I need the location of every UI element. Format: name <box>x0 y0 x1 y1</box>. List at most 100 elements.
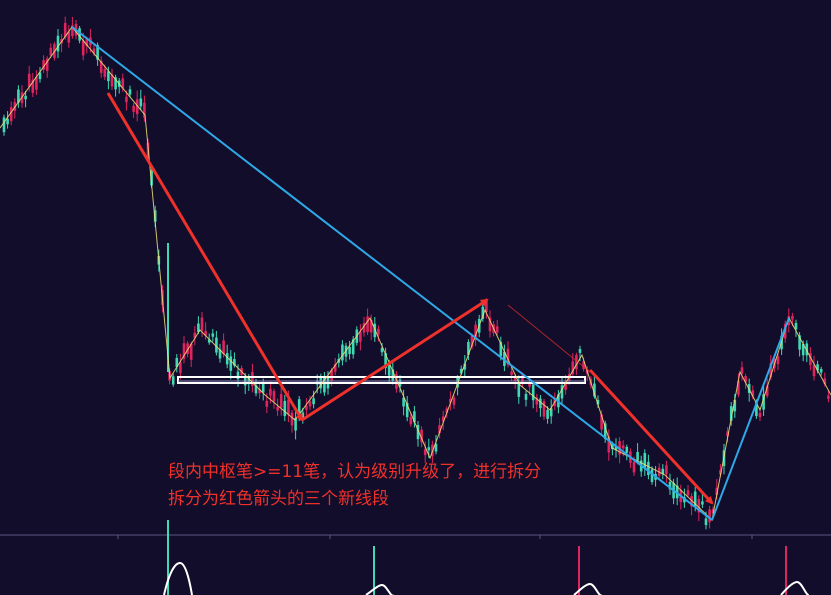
candle-body <box>35 76 38 90</box>
stroke-polyline <box>0 26 831 521</box>
candle-body <box>420 429 423 443</box>
candle-body <box>758 412 762 418</box>
candle-body <box>726 431 729 437</box>
candle-body <box>409 417 413 425</box>
candle-body <box>139 98 143 107</box>
segment-lines <box>71 26 790 521</box>
candle-body <box>697 498 701 513</box>
candle-body <box>128 89 132 95</box>
candle-body <box>665 465 668 475</box>
candle-body <box>330 370 333 381</box>
faint-arrow <box>507 304 591 373</box>
candle-body <box>481 306 485 319</box>
candle-body <box>233 359 236 366</box>
candle-body <box>517 382 521 397</box>
candle-body <box>218 349 222 359</box>
candle-body <box>38 72 42 80</box>
candle-body <box>305 405 308 410</box>
candle-body <box>769 363 773 378</box>
candle-body <box>312 398 315 405</box>
candle-body <box>650 469 654 483</box>
candle-body <box>269 388 272 396</box>
candle-body <box>603 423 607 440</box>
candle-body <box>495 326 499 333</box>
candle-body <box>791 315 794 320</box>
candle-body <box>423 449 427 456</box>
candle-body <box>452 397 456 405</box>
candle-body <box>578 349 582 353</box>
candle-body <box>607 436 611 453</box>
candle-body <box>560 385 564 399</box>
candle-body <box>621 445 625 449</box>
candle-body <box>222 340 225 355</box>
split-arrows <box>106 92 714 505</box>
candle-body <box>6 118 9 125</box>
indicator-hump <box>163 561 193 595</box>
candle-body <box>81 40 85 56</box>
candle-body <box>85 39 89 47</box>
split-arrow <box>588 368 714 505</box>
candle-body <box>513 376 517 381</box>
candle-body <box>359 332 362 342</box>
pivot-zone <box>177 376 586 384</box>
candle-body <box>625 446 629 453</box>
candle-body <box>405 403 409 418</box>
candle-body <box>27 73 31 87</box>
candle-body <box>279 394 283 408</box>
candle-body <box>125 96 128 103</box>
candle-body <box>740 367 744 374</box>
candle-body <box>333 364 337 372</box>
pivot-box <box>177 376 586 384</box>
candle-body <box>737 380 740 395</box>
candle-body <box>449 398 452 403</box>
annotation-line-2: 拆分为红色箭头的三个新线段 <box>168 489 389 509</box>
segment-line <box>711 317 790 521</box>
candle-body <box>701 501 704 505</box>
candle-body <box>690 496 693 507</box>
candle-body <box>575 354 578 370</box>
candle-body <box>45 58 49 71</box>
candle-body <box>571 361 575 375</box>
indicator-panel <box>0 520 831 595</box>
candle-body <box>261 382 265 393</box>
candle-body <box>546 409 549 419</box>
candle-body <box>189 343 193 360</box>
segment-line <box>71 26 713 521</box>
candle-body <box>99 61 103 73</box>
stroke-lines <box>0 26 831 521</box>
candle-body <box>377 328 380 335</box>
candle-body <box>762 394 765 410</box>
candle-body <box>668 481 672 490</box>
candle-body <box>96 44 99 60</box>
candle-body <box>801 344 805 356</box>
candle-body <box>643 453 647 469</box>
split-arrow <box>301 298 489 422</box>
candle-body <box>744 376 747 383</box>
candle-body <box>647 461 650 476</box>
indicator-hump <box>780 580 810 595</box>
candle-body <box>827 395 830 399</box>
candle-body <box>258 389 261 394</box>
candle-body <box>211 333 215 337</box>
candle-body <box>614 445 618 450</box>
candle-body <box>150 170 153 186</box>
candle-body <box>823 378 827 385</box>
candle-body <box>67 31 71 43</box>
candle-body <box>542 401 546 417</box>
candle-body <box>121 78 125 89</box>
candle-body <box>135 99 139 115</box>
candle-body <box>380 347 384 353</box>
candle-body <box>413 411 416 423</box>
candle-body <box>776 356 780 365</box>
candle-body <box>24 95 27 100</box>
candle-body <box>323 377 326 393</box>
candle-body <box>445 408 449 413</box>
candle-body <box>283 400 287 417</box>
candle-body <box>704 518 708 526</box>
split-arrow <box>106 92 304 422</box>
candle-body <box>816 364 819 371</box>
candle-body <box>387 364 391 376</box>
candle-body <box>812 364 816 377</box>
candle-body <box>225 353 229 365</box>
